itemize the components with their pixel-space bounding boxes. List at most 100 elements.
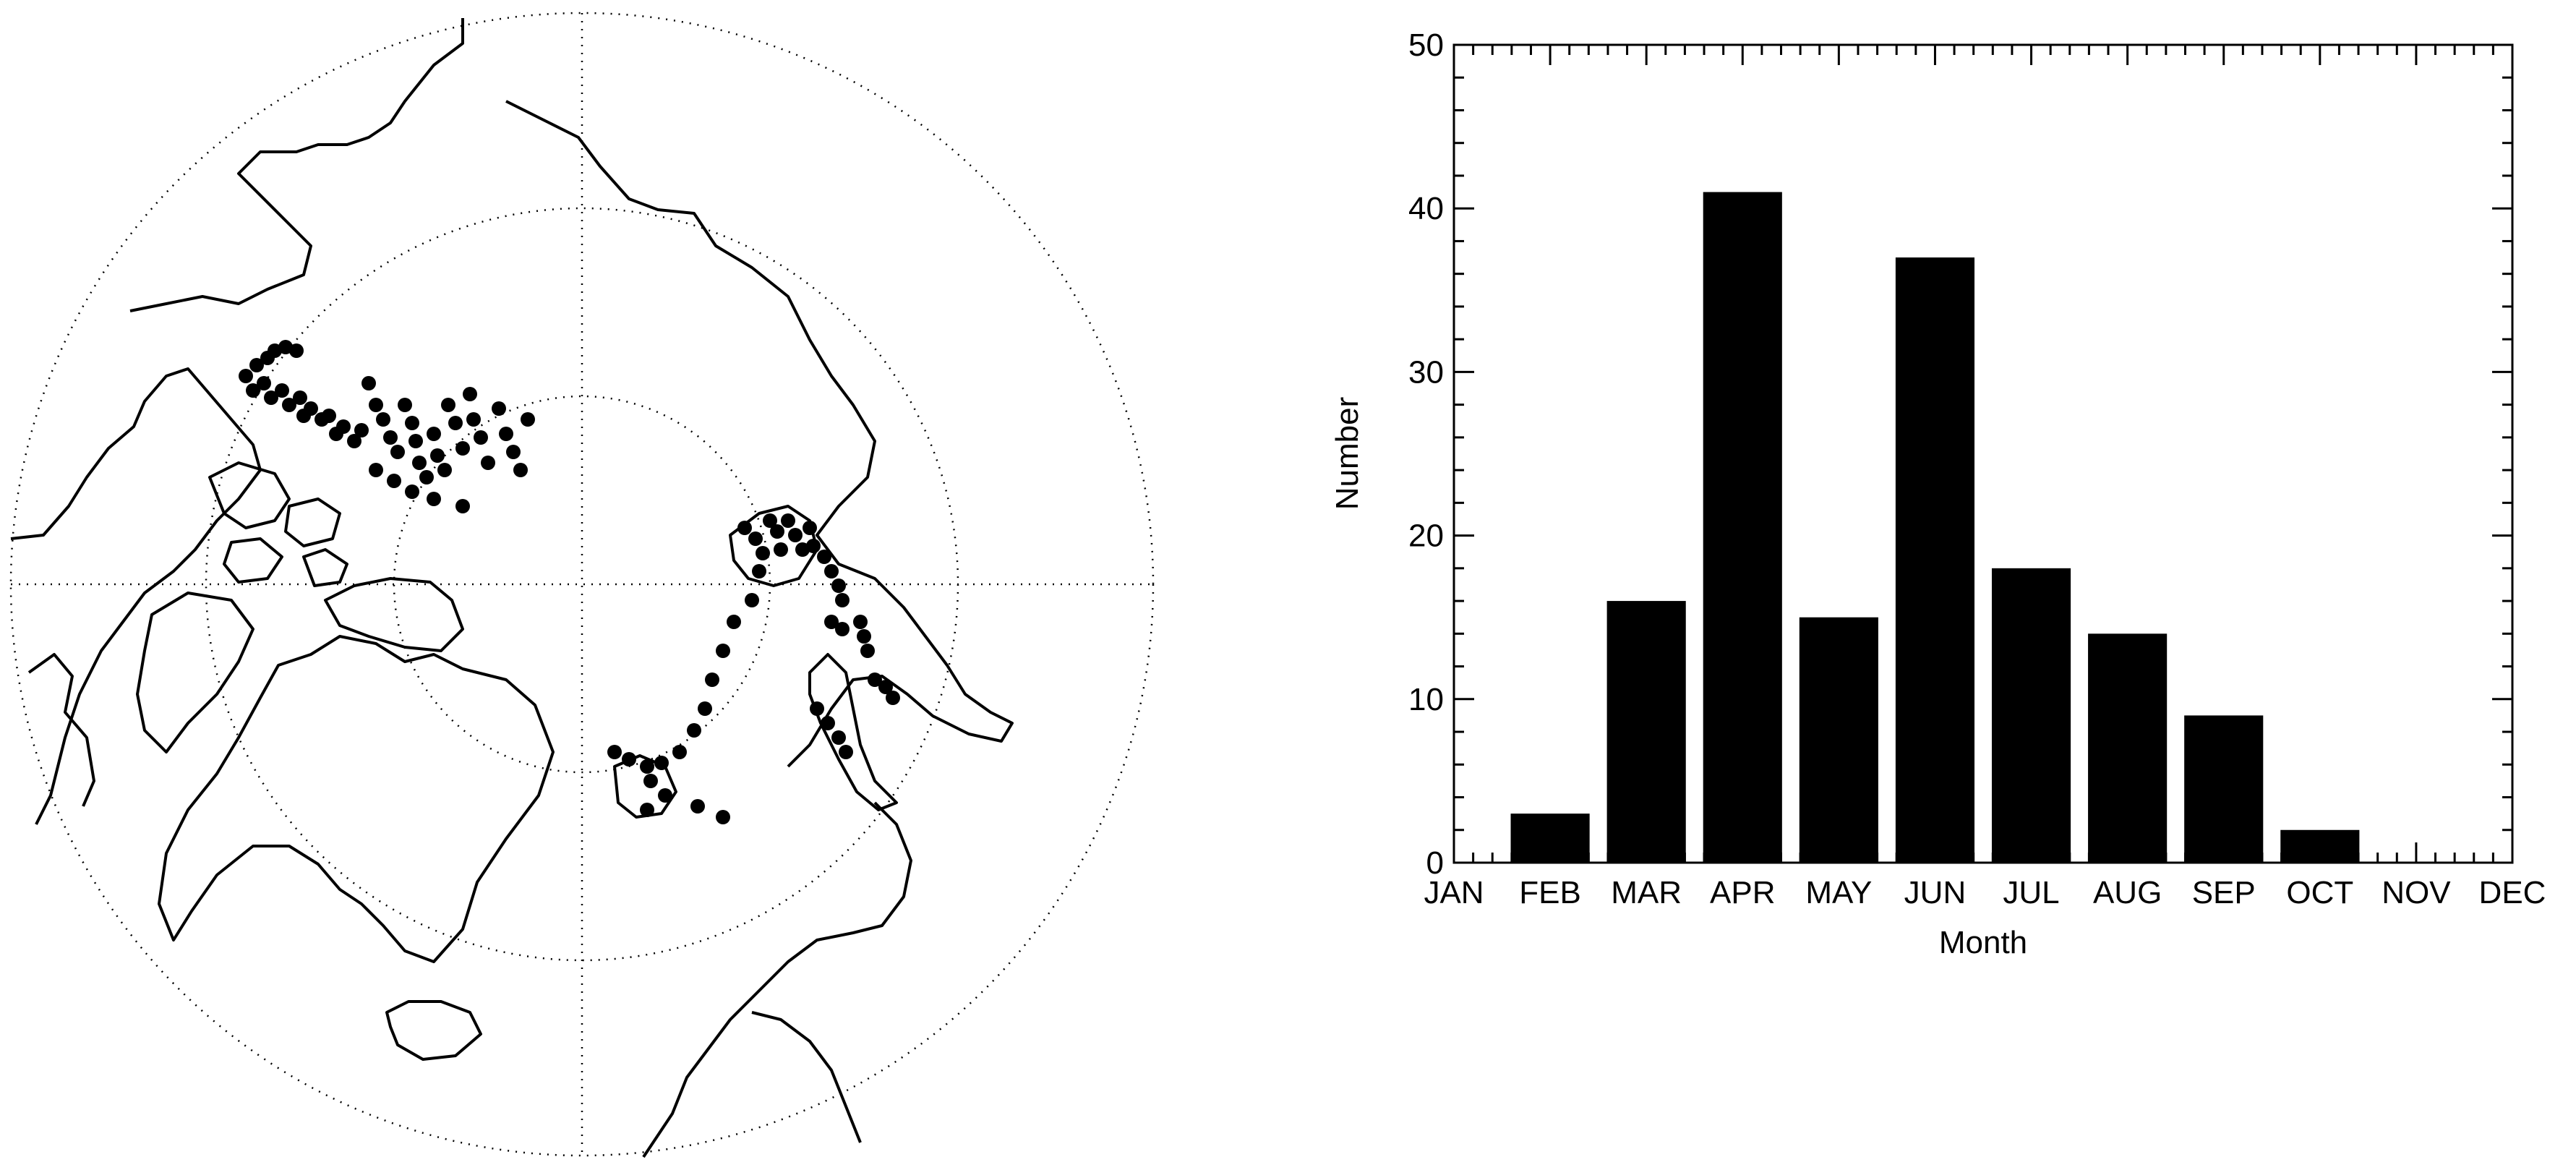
bar-chart-svg: 0 10 20 30 40 50 JAN FEB MAR APR MAY JUN JUL AUG SEP O…: [1330, 27, 2546, 960]
observation-point: [763, 513, 777, 528]
observation-point: [817, 550, 831, 564]
bar-mar: [1606, 601, 1686, 863]
baffin-outline: [136, 592, 254, 753]
x-tick-labels: JAN FEB MAR APR MAY JUN JUL AUG SEP OCT NOV DEC: [1424, 875, 2546, 910]
bar-apr: [1703, 192, 1782, 863]
observation-point: [322, 409, 336, 423]
observation-point: [886, 691, 900, 705]
observation-point: [705, 672, 719, 687]
observation-point: [405, 484, 419, 499]
y-tick-label: 0: [1426, 845, 1444, 881]
observation-point: [640, 803, 654, 817]
x-tick-label: JUL: [2003, 875, 2059, 910]
observation-point: [336, 419, 351, 434]
observation-point: [622, 752, 636, 767]
taymyr-outline: [729, 505, 818, 587]
observation-point: [383, 430, 398, 445]
observation-point: [408, 434, 423, 448]
observation-point: [737, 521, 752, 535]
observation-point: [289, 343, 304, 358]
observation-point: [499, 427, 513, 441]
observation-point: [687, 723, 701, 738]
observation-point: [455, 499, 470, 513]
observation-points: [239, 340, 900, 824]
baltic-coast: [751, 1011, 862, 1143]
observation-point: [492, 401, 506, 416]
x-tick-label: JAN: [1424, 875, 1484, 910]
observation-point: [441, 398, 455, 412]
observation-point: [412, 456, 427, 470]
bar-oct: [2280, 829, 2360, 863]
x-tick-label: JUN: [1904, 875, 1967, 910]
observation-point: [275, 383, 289, 398]
svalbard-outline: [613, 754, 677, 819]
observation-point: [835, 593, 850, 607]
observation-point: [878, 680, 893, 694]
observation-point: [293, 390, 307, 405]
bar-sep: [2184, 715, 2264, 863]
observation-point: [361, 376, 376, 390]
siberia-coast: [505, 100, 1014, 768]
observation-point: [481, 456, 495, 470]
observation-point: [756, 546, 770, 560]
y-tick-label: 10: [1408, 682, 1444, 717]
observation-point: [239, 369, 253, 383]
observation-point: [774, 542, 788, 557]
observation-point: [788, 528, 803, 542]
observation-point: [727, 615, 741, 629]
observation-point: [369, 463, 383, 477]
scandinavia-coast: [642, 801, 912, 1158]
observation-point: [427, 492, 441, 506]
observation-point: [831, 730, 846, 745]
hudson-bay-coast: [27, 653, 95, 807]
north-america-coast: [10, 367, 262, 825]
observation-point: [257, 376, 271, 390]
y-axis-title: Number: [1330, 397, 1365, 511]
observation-point: [249, 358, 264, 372]
greenland-outline: [158, 635, 555, 963]
y-tick-labels: 0 10 20 30 40 50: [1408, 27, 1444, 881]
observation-point: [839, 745, 853, 759]
monthly-count-chart: 0 10 20 30 40 50 JAN FEB MAR APR MAY JUN JUL AUG SEP O…: [1301, 0, 2576, 1166]
observation-point: [672, 745, 687, 759]
observation-point: [369, 398, 383, 412]
observation-point: [810, 701, 824, 716]
observation-point: [860, 644, 875, 658]
bar-jun: [1895, 257, 1975, 863]
x-tick-label: MAR: [1611, 875, 1682, 910]
observation-point: [643, 774, 658, 788]
bars: [1510, 192, 2360, 863]
observation-point: [347, 434, 361, 448]
observation-point: [857, 629, 871, 644]
observation-point: [824, 564, 839, 578]
observation-point: [304, 401, 318, 416]
observation-point: [398, 398, 412, 412]
bar-jul: [1991, 568, 2071, 863]
y-tick-label: 50: [1408, 27, 1444, 63]
observation-point: [607, 745, 622, 759]
observation-point: [716, 810, 730, 824]
x-tick-label: OCT: [2286, 875, 2353, 910]
observation-point: [521, 412, 535, 427]
observation-point: [506, 445, 521, 459]
bar-feb: [1510, 814, 1590, 863]
observation-point: [835, 622, 850, 636]
alaska-coast: [129, 18, 464, 312]
observation-point: [770, 524, 784, 539]
observation-point: [437, 463, 452, 477]
observation-point: [354, 423, 369, 437]
polar-map-svg: [9, 12, 1155, 1158]
bar-may: [1799, 617, 1878, 863]
y-tick-label: 20: [1408, 518, 1444, 554]
observation-point: [868, 672, 882, 687]
observation-point: [640, 759, 654, 774]
observation-point: [690, 799, 705, 814]
observation-point: [282, 398, 296, 412]
x-tick-label: APR: [1710, 875, 1775, 910]
observation-point: [748, 531, 763, 546]
observation-point: [466, 412, 481, 427]
observation-point: [390, 445, 405, 459]
observation-point: [745, 593, 759, 607]
observation-point: [430, 448, 445, 463]
observation-point: [513, 463, 528, 477]
